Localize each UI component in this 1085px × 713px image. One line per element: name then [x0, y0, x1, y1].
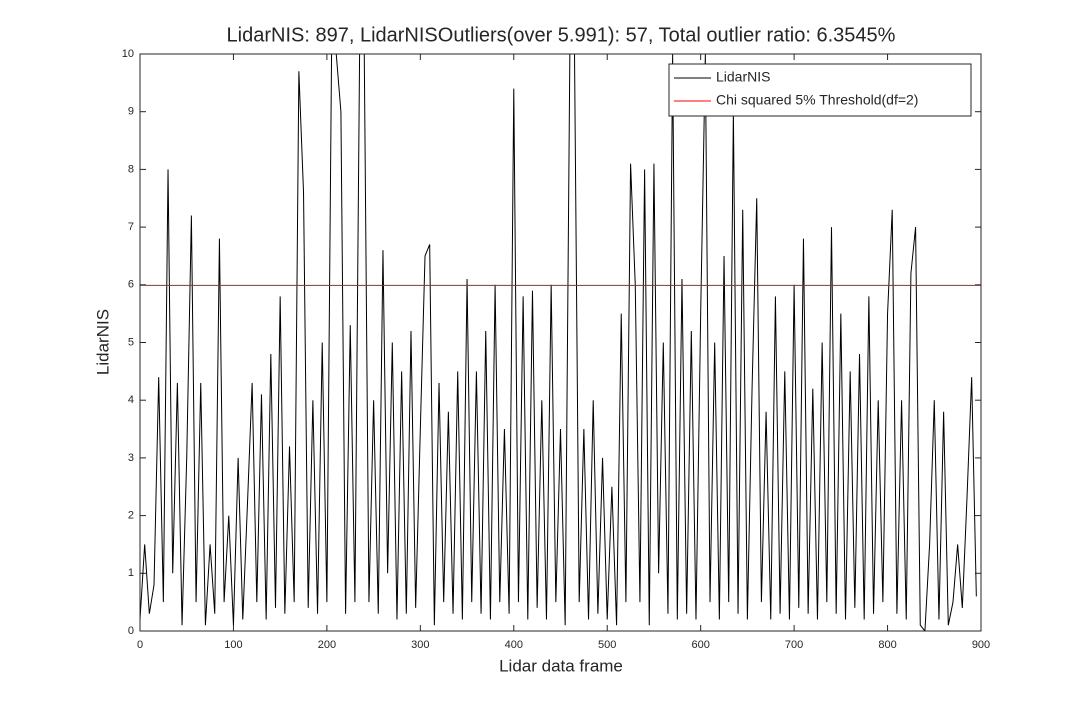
- x-tick-label: 600: [691, 639, 709, 651]
- x-tick-label: 300: [411, 639, 429, 651]
- legend-box: [668, 63, 972, 117]
- x-tick-label: 700: [785, 639, 803, 651]
- axes-box: [139, 53, 982, 632]
- y-tick-label: 6: [128, 279, 134, 291]
- y-tick-label: 7: [128, 221, 134, 233]
- legend-label: LidarNIS: [716, 69, 770, 85]
- legend-label: Chi squared 5% Threshold(df=2): [716, 92, 918, 108]
- chart-title: LidarNIS: 897, LidarNISOutliers(over 5.9…: [227, 24, 896, 46]
- x-tick-label: 900: [972, 639, 990, 651]
- y-axis-label: LidarNIS: [93, 309, 112, 375]
- y-tick-label: 2: [128, 510, 134, 522]
- y-tick-label: 0: [128, 625, 134, 637]
- y-tick-label: 9: [128, 106, 134, 118]
- y-tick-label: 10: [122, 48, 134, 60]
- x-tick-label: 0: [137, 639, 143, 651]
- legend: LidarNIS Chi squared 5% Threshold(df=2): [668, 63, 972, 117]
- y-tick-label: 5: [128, 336, 134, 348]
- data-line: [140, 54, 977, 631]
- x-tick-label: 200: [318, 639, 336, 651]
- y-tick-label: 8: [128, 163, 134, 175]
- x-tick-label: 500: [598, 639, 616, 651]
- y-tick-label: 1: [128, 567, 134, 579]
- x-tick-label: 400: [505, 639, 523, 651]
- x-axis-label: Lidar data frame: [499, 656, 623, 675]
- y-tick-label: 4: [128, 394, 134, 406]
- x-tick-label: 800: [878, 639, 896, 651]
- y-tick-label: 3: [128, 452, 134, 464]
- x-tick-label: 100: [224, 639, 242, 651]
